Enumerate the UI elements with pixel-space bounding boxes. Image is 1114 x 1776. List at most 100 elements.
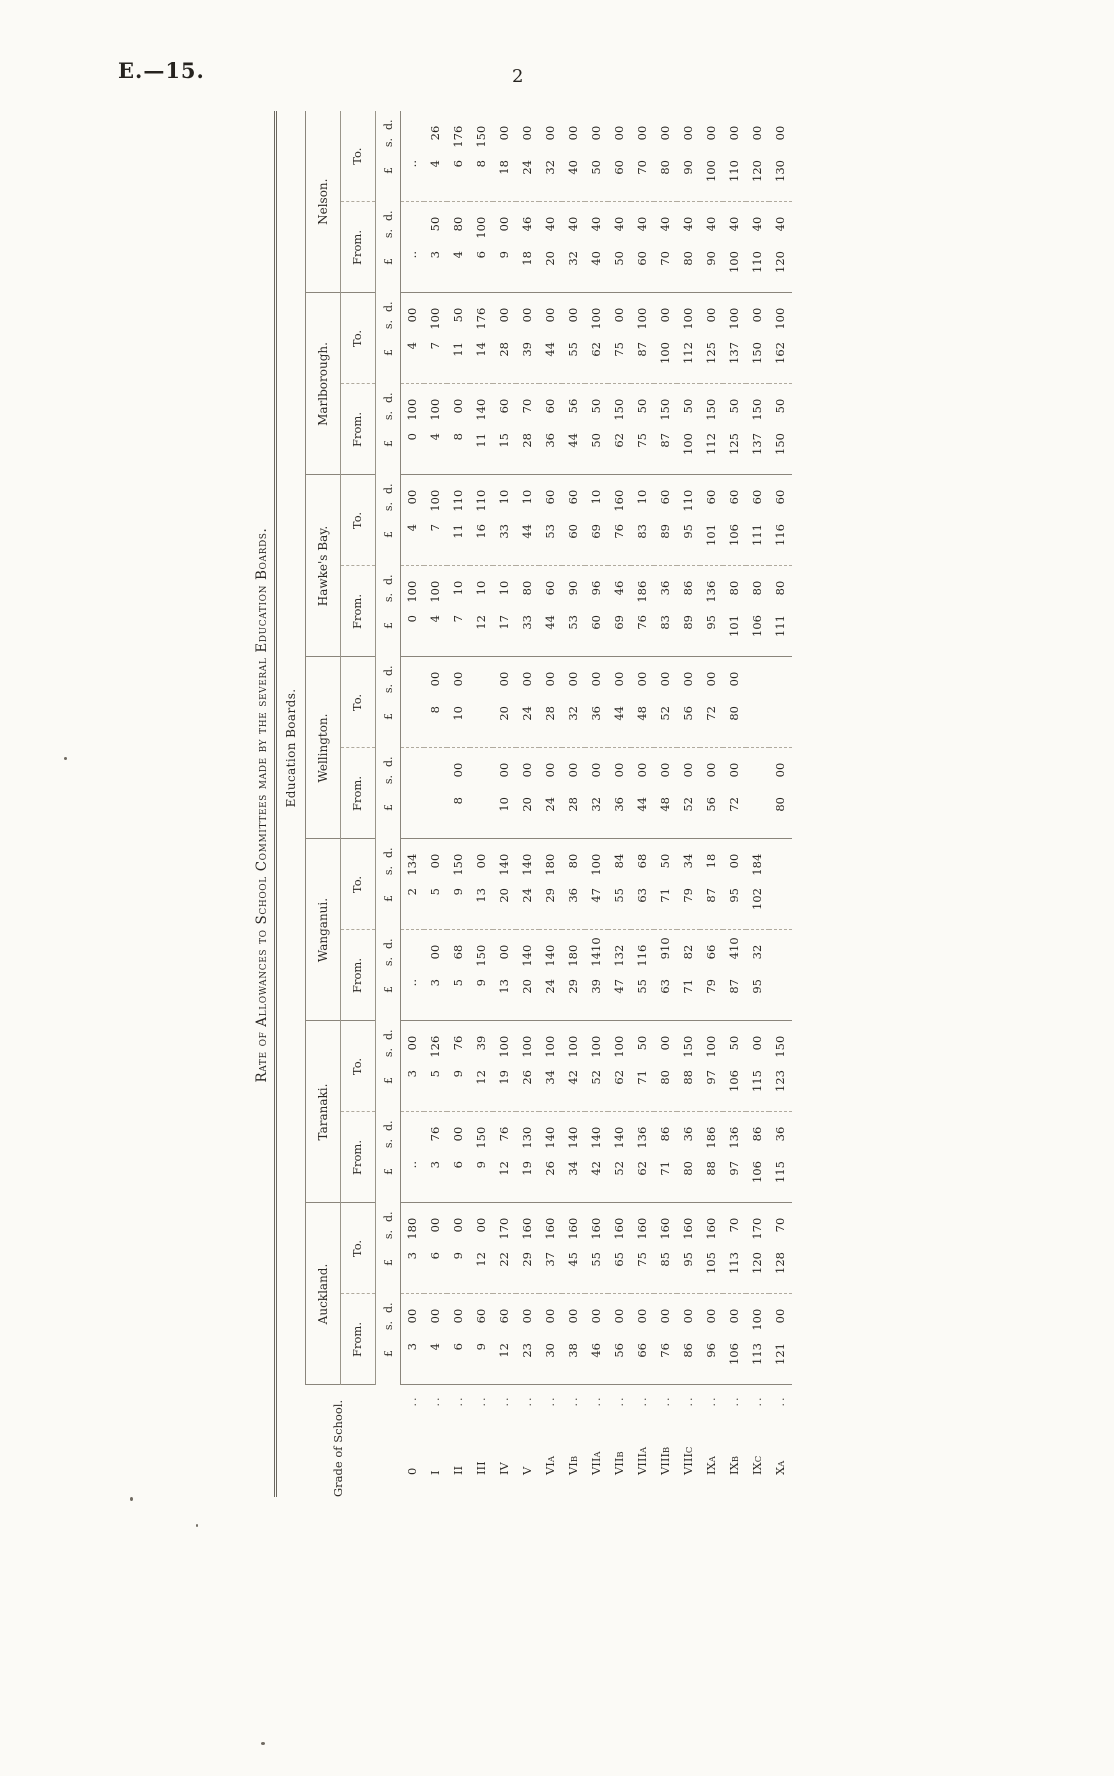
to-shilling-value: 8 (611, 861, 626, 869)
from-shilling-value: 7 (427, 1134, 442, 1142)
to-pound-value: 55 (585, 1252, 608, 1294)
from-pence-value: 0 (404, 580, 419, 588)
to-pound-value: 5 (424, 888, 447, 930)
from-shilling-value: 0 (519, 770, 534, 778)
from-header: From. (340, 1112, 376, 1203)
pence-header: d. (375, 566, 401, 588)
from-pound-value: 55 (631, 979, 654, 1021)
from-pence-value (401, 930, 425, 952)
to-shilling-value: 10 (496, 1043, 511, 1058)
education-boards-header: Education Boards. (275, 110, 306, 1385)
to-pence-value: 0 (496, 853, 511, 861)
to-shilling-value: 5 (634, 1043, 649, 1051)
to-shilling-value: 10 (588, 861, 603, 876)
to-pound-value: 112 (677, 342, 700, 384)
from-pound-value: 12 (470, 615, 493, 657)
from-pound-value: 101 (723, 615, 746, 657)
to-pound-value: 34 (539, 1070, 562, 1112)
to-pound-value: 123 (769, 1070, 792, 1112)
grade-label-text: I (427, 1470, 442, 1475)
from-pence-value: 0 (450, 216, 465, 224)
to-shilling-value: 10 (542, 1043, 557, 1058)
from-pence-value: 6 (726, 1126, 741, 1134)
board-name-header: Nelson. (305, 110, 341, 293)
to-shilling-value: 3 (473, 1043, 488, 1051)
table-title: Rate of Allowances to School Committees … (254, 527, 270, 1083)
to-pence-value: 0 (496, 125, 511, 133)
grade-label-wrap: VIA.. (543, 1386, 557, 1498)
leader-dots: .. (682, 1395, 695, 1407)
from-shilling-value: 4 (611, 588, 626, 596)
to-pound-value: 115 (746, 1070, 769, 1112)
to-pound-value: 130 (769, 160, 792, 202)
from-pound-value: 0 (400, 433, 424, 475)
from-shilling-value: 4 (611, 224, 626, 232)
pound-header: £ (375, 433, 401, 475)
grade-row: IXB.. 106 0 0 113 7 0 97 13 6 106 5 0 87 4 10 95 0 0 72 0 0 80… (723, 111, 746, 1497)
to-shilling-value: 0 (519, 315, 534, 323)
grade-row: VIIB.. 56 0 0 65 16 0 52 14 0 62 10 0 47 13 2 55 8 4 36 0 0 44… (608, 111, 631, 1497)
to-pound-value: 12 (470, 1070, 493, 1112)
from-pence-value: 0 (772, 1308, 787, 1316)
to-pound-value: 20 (493, 706, 516, 748)
from-shilling-value: 0 (657, 1316, 672, 1324)
from-pence-value: 6 (680, 1126, 695, 1134)
to-pence-value: 0 (680, 307, 695, 315)
to-shilling-value: 0 (588, 679, 603, 687)
from-pound-value: 28 (516, 433, 539, 475)
to-pound-value: 106 (723, 1070, 746, 1112)
to-pence-value: 0 (450, 307, 465, 315)
from-pence-value: 6 (703, 1126, 718, 1134)
from-shilling-value: 4 (749, 224, 764, 232)
page-number: 2 (512, 66, 524, 87)
from-pound-value: 150 (769, 433, 792, 475)
to-shilling-value: 16 (703, 1225, 718, 1240)
pound-header: £ (375, 979, 401, 1021)
from-shilling-value: 3 (749, 952, 764, 960)
to-shilling-value: 0 (772, 133, 787, 141)
to-shilling-value: 0 (542, 133, 557, 141)
from-shilling-value: 14 (473, 406, 488, 421)
from-pound-value: 56 (700, 797, 723, 839)
to-shilling-value (769, 861, 792, 888)
to-shilling-value: 0 (473, 861, 488, 869)
to-pence-value: 0 (749, 489, 764, 497)
to-pence-value: 0 (450, 671, 465, 679)
to-pence-value: 0 (703, 1035, 718, 1043)
leader-dots: .. (475, 1395, 488, 1407)
from-pence-value: 0 (519, 1126, 534, 1134)
board-name-header: Auckland. (305, 1203, 341, 1385)
to-shilling-value: 0 (703, 679, 718, 687)
to-pence-value: 0 (565, 853, 580, 861)
to-shilling-value: 0 (657, 133, 672, 141)
from-shilling-value: 13 (634, 1134, 649, 1149)
shilling-header: s. (375, 224, 401, 251)
to-shilling-value: 18 (404, 1225, 419, 1240)
shilling-header: s. (375, 497, 401, 524)
from-pound-value: 8 (447, 433, 470, 475)
from-pound-value: 47 (608, 979, 631, 1021)
from-shilling-value: 8 (726, 588, 741, 596)
pound-header: £ (375, 1161, 401, 1203)
from-pound-value: 100 (677, 433, 700, 475)
from-pence-value: 0 (565, 944, 580, 952)
to-pence-value: 0 (565, 489, 580, 497)
to-pence-value: 0 (749, 125, 764, 133)
to-pound-value: 120 (746, 160, 769, 202)
to-pound-value: 90 (677, 160, 700, 202)
to-pence-value: 0 (657, 307, 672, 315)
to-pence-value: 0 (726, 671, 741, 679)
to-shilling-value: 16 (634, 1225, 649, 1240)
from-pence-value (401, 1112, 425, 1134)
to-pence-value: 0 (496, 1217, 511, 1225)
from-pence-value: 0 (450, 580, 465, 588)
from-shilling-value: 14 (611, 1134, 626, 1149)
from-shilling-value: 5 (427, 224, 442, 232)
to-pence-value: 4 (680, 853, 695, 861)
to-pence-value: 0 (427, 307, 442, 315)
to-pence-value: 0 (680, 125, 695, 133)
from-shilling-value: 0 (496, 770, 511, 778)
grade-label-wrap: VIIIB.. (658, 1386, 672, 1498)
to-shilling-value: 0 (611, 133, 626, 141)
from-shilling-value: 1 (473, 588, 488, 596)
